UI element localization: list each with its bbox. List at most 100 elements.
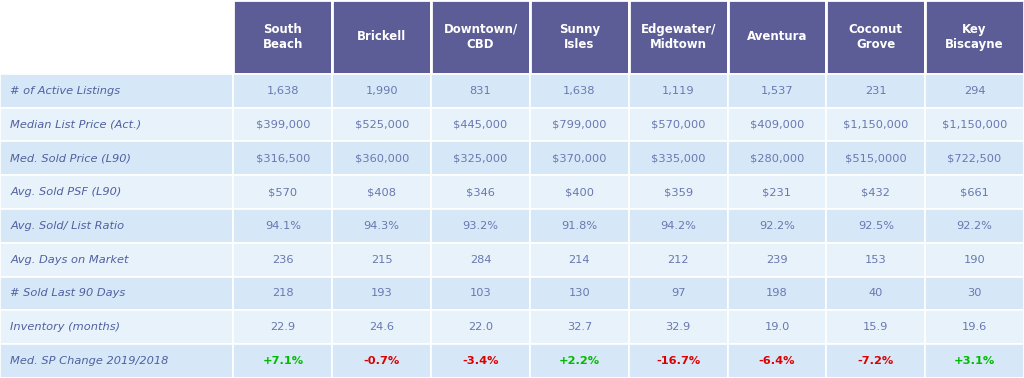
Bar xyxy=(431,243,530,277)
Bar xyxy=(826,344,926,378)
Bar xyxy=(431,141,530,175)
Text: $409,000: $409,000 xyxy=(750,119,804,129)
Text: # Sold Last 90 Days: # Sold Last 90 Days xyxy=(10,288,126,299)
Text: 94.1%: 94.1% xyxy=(265,221,301,231)
Bar xyxy=(727,0,826,74)
Bar xyxy=(332,107,431,141)
Bar xyxy=(926,243,1024,277)
Bar xyxy=(629,277,727,310)
Bar xyxy=(431,107,530,141)
Text: -0.7%: -0.7% xyxy=(364,356,399,366)
Bar xyxy=(0,175,233,209)
Bar xyxy=(727,209,826,243)
Bar xyxy=(926,344,1024,378)
Bar xyxy=(826,175,926,209)
Bar xyxy=(629,310,727,344)
Text: 94.3%: 94.3% xyxy=(364,221,399,231)
Text: 1,119: 1,119 xyxy=(662,85,694,96)
Bar xyxy=(926,0,1024,74)
Bar xyxy=(629,209,727,243)
Bar xyxy=(233,175,332,209)
Bar xyxy=(826,0,926,74)
Bar xyxy=(332,74,431,107)
Text: +3.1%: +3.1% xyxy=(954,356,995,366)
Bar xyxy=(530,310,629,344)
Text: 1,537: 1,537 xyxy=(761,85,794,96)
Bar xyxy=(926,277,1024,310)
Text: -6.4%: -6.4% xyxy=(759,356,796,366)
Text: $661: $661 xyxy=(961,187,989,197)
Text: $570,000: $570,000 xyxy=(651,119,706,129)
Text: 19.0: 19.0 xyxy=(764,322,790,332)
Text: Key
Biscayne: Key Biscayne xyxy=(945,23,1004,51)
Bar xyxy=(826,141,926,175)
Bar xyxy=(629,141,727,175)
Text: 236: 236 xyxy=(272,255,294,265)
Text: Coconut
Grove: Coconut Grove xyxy=(849,23,903,51)
Bar xyxy=(826,277,926,310)
Text: 22.9: 22.9 xyxy=(270,322,296,332)
Text: 103: 103 xyxy=(470,288,492,299)
Bar xyxy=(926,107,1024,141)
Text: 198: 198 xyxy=(766,288,787,299)
Text: $525,000: $525,000 xyxy=(354,119,409,129)
Bar xyxy=(926,74,1024,107)
Text: Inventory (months): Inventory (months) xyxy=(10,322,121,332)
Text: Aventura: Aventura xyxy=(746,30,807,43)
Bar xyxy=(0,310,233,344)
Text: $408: $408 xyxy=(368,187,396,197)
Bar xyxy=(233,74,332,107)
Text: 92.2%: 92.2% xyxy=(759,221,795,231)
Bar xyxy=(332,175,431,209)
Text: $325,000: $325,000 xyxy=(454,153,508,163)
Bar xyxy=(530,107,629,141)
Bar xyxy=(826,107,926,141)
Text: 294: 294 xyxy=(964,85,985,96)
Text: 22.0: 22.0 xyxy=(468,322,494,332)
Text: 93.2%: 93.2% xyxy=(463,221,499,231)
Text: 40: 40 xyxy=(868,288,883,299)
Bar xyxy=(727,277,826,310)
Bar xyxy=(727,141,826,175)
Bar xyxy=(530,0,629,74)
Text: 153: 153 xyxy=(865,255,887,265)
Bar xyxy=(332,209,431,243)
Bar xyxy=(431,277,530,310)
Text: $346: $346 xyxy=(466,187,495,197)
Text: Downtown/
CBD: Downtown/ CBD xyxy=(443,23,517,51)
Text: $370,000: $370,000 xyxy=(552,153,606,163)
Bar xyxy=(629,175,727,209)
Text: 97: 97 xyxy=(671,288,685,299)
Text: 1,638: 1,638 xyxy=(266,85,299,96)
Bar xyxy=(629,243,727,277)
Text: Brickell: Brickell xyxy=(357,30,407,43)
Text: $400: $400 xyxy=(565,187,594,197)
Bar xyxy=(431,344,530,378)
Text: $515,0000: $515,0000 xyxy=(845,153,906,163)
Bar xyxy=(629,344,727,378)
Bar xyxy=(826,243,926,277)
Text: 215: 215 xyxy=(371,255,392,265)
Text: $231: $231 xyxy=(763,187,792,197)
Text: 32.7: 32.7 xyxy=(566,322,592,332)
Text: South
Beach: South Beach xyxy=(263,23,303,51)
Text: +7.1%: +7.1% xyxy=(262,356,303,366)
Text: Med. SP Change 2019/2018: Med. SP Change 2019/2018 xyxy=(10,356,169,366)
Bar xyxy=(431,74,530,107)
Bar xyxy=(826,74,926,107)
Bar xyxy=(233,344,332,378)
Text: # of Active Listings: # of Active Listings xyxy=(10,85,121,96)
Bar xyxy=(233,141,332,175)
Text: Edgewater/
Midtown: Edgewater/ Midtown xyxy=(640,23,716,51)
Bar xyxy=(0,344,233,378)
Bar xyxy=(233,310,332,344)
Text: $722,500: $722,500 xyxy=(947,153,1001,163)
Bar xyxy=(431,310,530,344)
Text: Avg. Sold/ List Ratio: Avg. Sold/ List Ratio xyxy=(10,221,124,231)
Text: +2.2%: +2.2% xyxy=(559,356,600,366)
Text: $359: $359 xyxy=(664,187,692,197)
Bar xyxy=(233,243,332,277)
Text: $280,000: $280,000 xyxy=(750,153,804,163)
Text: 24.6: 24.6 xyxy=(370,322,394,332)
Text: 15.9: 15.9 xyxy=(863,322,889,332)
